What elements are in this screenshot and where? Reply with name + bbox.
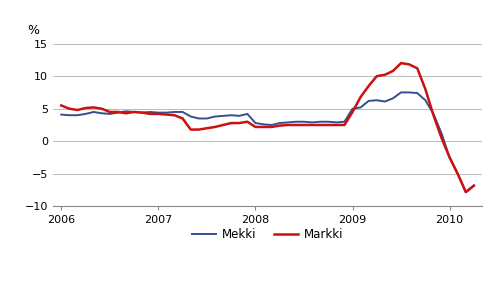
Text: %: % bbox=[27, 24, 39, 37]
Mekki bbox=[252, 121, 258, 125]
Markki bbox=[463, 190, 469, 194]
Mekki bbox=[204, 117, 210, 120]
Line: Markki: Markki bbox=[61, 63, 474, 192]
Markki bbox=[309, 123, 315, 127]
Mekki bbox=[398, 91, 404, 94]
Markki bbox=[471, 184, 477, 188]
Markki bbox=[398, 61, 404, 65]
Markki bbox=[326, 123, 331, 127]
Line: Mekki: Mekki bbox=[61, 92, 474, 192]
Legend: Mekki, Markki: Mekki, Markki bbox=[187, 224, 348, 246]
Markki bbox=[90, 106, 96, 109]
Mekki bbox=[58, 113, 64, 116]
Markki bbox=[204, 126, 210, 130]
Mekki bbox=[463, 190, 469, 194]
Markki bbox=[252, 125, 258, 129]
Mekki bbox=[277, 121, 283, 125]
Mekki bbox=[309, 121, 315, 124]
Mekki bbox=[471, 184, 477, 188]
Mekki bbox=[90, 110, 96, 114]
Markki bbox=[277, 124, 283, 128]
Markki bbox=[58, 104, 64, 107]
Mekki bbox=[326, 120, 331, 124]
